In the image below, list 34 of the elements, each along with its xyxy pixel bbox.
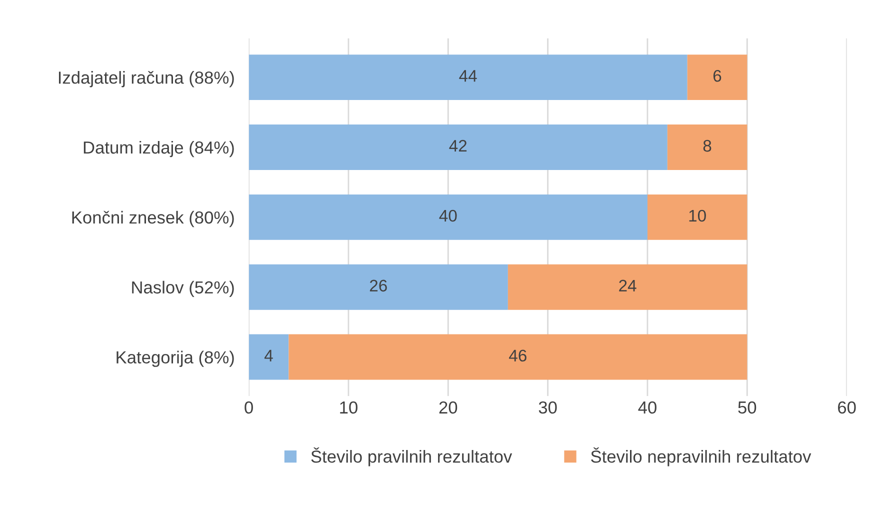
data-label: 42: [449, 140, 467, 152]
legend-label: Število pravilnih rezultatov: [311, 447, 512, 466]
bar: [248, 124, 668, 170]
bar: [248, 264, 508, 310]
data-label: 44: [459, 70, 477, 82]
bar: [248, 194, 648, 240]
x-tick-label: 50: [738, 401, 756, 414]
bar: [288, 334, 748, 380]
data-label: 46: [509, 350, 526, 362]
bar: [647, 194, 748, 240]
data-label: 6: [713, 70, 722, 82]
x-tick-label: 30: [538, 401, 557, 414]
legend-label: Število nepravilnih rezultatov: [591, 447, 812, 466]
bar: [687, 54, 748, 100]
data-label: 4: [264, 350, 273, 362]
bar: [667, 124, 748, 170]
y-tick-label: Kategorija (8%): [116, 350, 234, 367]
x-tick-label: 40: [638, 401, 656, 414]
x-tick-label: 20: [439, 401, 458, 414]
data-label: 10: [689, 210, 706, 222]
x-tick-label: 0: [244, 401, 253, 414]
data-label: 8: [703, 140, 712, 152]
y-tick-label: Naslov (52%): [132, 280, 234, 297]
bar: [248, 54, 688, 100]
y-tick-label: Končni znesek (80%): [72, 210, 234, 228]
data-label: 24: [619, 280, 636, 292]
y-tick-label: Datum izdaje (84%): [84, 140, 234, 158]
data-label: 26: [370, 280, 387, 292]
bar: [248, 334, 289, 380]
x-tick-label: 60: [838, 401, 856, 414]
bar: [508, 264, 748, 310]
data-label: 40: [439, 210, 457, 222]
y-tick-label: Izdajatelj računa (88%): [58, 70, 234, 88]
x-tick-label: 10: [340, 401, 358, 414]
